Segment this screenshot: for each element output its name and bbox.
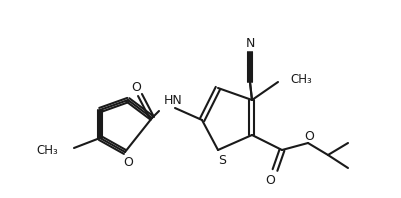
Text: CH₃: CH₃ (36, 145, 58, 157)
Text: HN: HN (163, 93, 182, 107)
Text: S: S (217, 153, 225, 167)
Text: O: O (264, 173, 274, 187)
Text: CH₃: CH₃ (289, 72, 311, 86)
Text: O: O (123, 155, 133, 168)
Text: O: O (131, 81, 141, 93)
Text: O: O (303, 130, 313, 144)
Text: N: N (245, 36, 254, 50)
